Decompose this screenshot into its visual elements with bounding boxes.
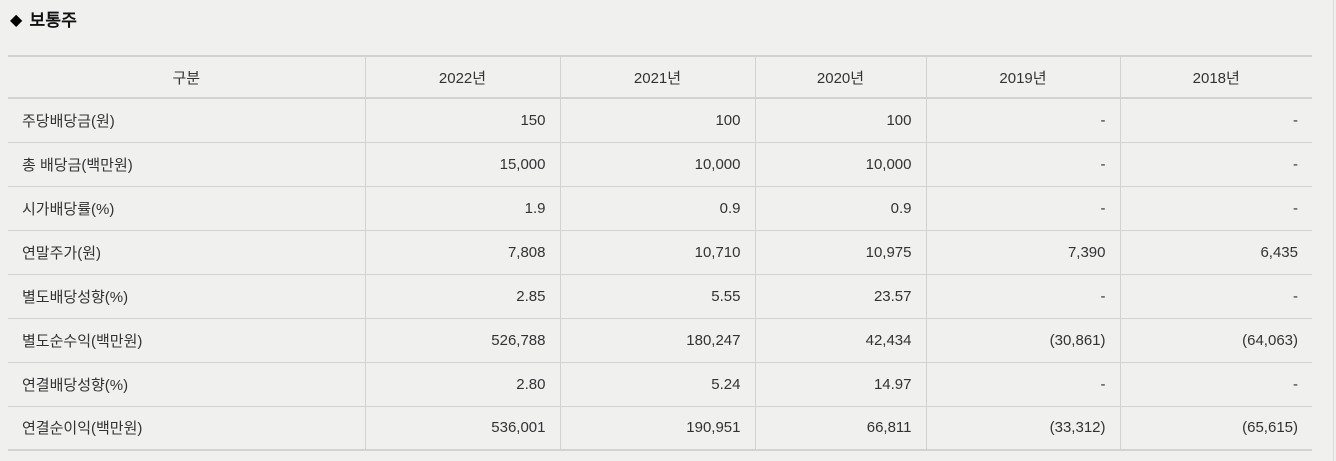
table-cell: - [925, 98, 1120, 142]
table-cell: 536,001 [364, 405, 560, 450]
table-cell: 5.24 [559, 361, 755, 406]
table-cell: 0.9 [559, 185, 755, 230]
table-row: 별도순수익(백만원) 526,788 180,247 42,434 (30,86… [8, 317, 1312, 362]
table-cell: - [1119, 141, 1312, 186]
table-row: 연말주가(원) 7,808 10,710 10,975 7,390 6,435 [8, 229, 1312, 274]
table-cell: - [1119, 361, 1312, 406]
table-cell: 190,951 [559, 405, 755, 450]
table-cell: 10,000 [559, 141, 755, 186]
table-cell: - [1119, 185, 1312, 230]
column-header-2021: 2021년 [559, 56, 755, 99]
column-header-2022: 2022년 [364, 56, 560, 99]
table-cell: - [1119, 273, 1312, 318]
column-header-2018: 2018년 [1119, 56, 1312, 99]
table-row: 주당배당금(원) 150 100 100 - - [8, 98, 1312, 142]
table-cell: 66,811 [754, 405, 926, 450]
table-cell: 2.80 [364, 361, 560, 406]
row-label: 별도순수익(백만원) [8, 317, 365, 362]
table-cell: 526,788 [364, 317, 560, 362]
row-label: 연결순이익(백만원) [8, 405, 365, 450]
row-label: 연말주가(원) [8, 229, 365, 274]
table-cell: 150 [364, 98, 560, 142]
row-label: 별도배당성향(%) [8, 273, 365, 318]
column-header-2019: 2019년 [925, 56, 1120, 99]
table-row: 별도배당성향(%) 2.85 5.55 23.57 - - [8, 273, 1312, 318]
row-label: 연결배당성향(%) [8, 361, 365, 406]
row-label: 총 배당금(백만원) [8, 141, 365, 186]
table-row: 총 배당금(백만원) 15,000 10,000 10,000 - - [8, 141, 1312, 186]
row-label: 시가배당률(%) [8, 185, 365, 230]
table-row: 시가배당률(%) 1.9 0.9 0.9 - - [8, 185, 1312, 230]
table-cell: 6,435 [1119, 229, 1312, 274]
table-cell: - [1119, 98, 1312, 142]
table-cell: (64,063) [1119, 317, 1312, 362]
header-row: 구분 2022년 2021년 2020년 2019년 2018년 [8, 56, 1312, 99]
table-cell: 7,808 [364, 229, 560, 274]
table-cell: - [925, 185, 1120, 230]
table-cell: (65,615) [1119, 405, 1312, 450]
table-cell: 7,390 [925, 229, 1120, 274]
section-title-text: 보통주 [29, 11, 78, 30]
table-cell: 0.9 [754, 185, 926, 230]
column-header-2020: 2020년 [754, 56, 926, 99]
table-cell: 42,434 [754, 317, 926, 362]
table-cell: 1.9 [364, 185, 560, 230]
table-cell: 5.55 [559, 273, 755, 318]
table-cell: 10,000 [754, 141, 926, 186]
table-cell: 15,000 [364, 141, 560, 186]
diamond-bullet-icon: ◆ [10, 12, 23, 29]
section-title: ◆ 보통주 [0, 0, 1336, 31]
table-cell: 10,710 [559, 229, 755, 274]
dividend-table: 구분 2022년 2021년 2020년 2019년 2018년 주당배당금(원… [8, 55, 1312, 451]
table-cell: 100 [754, 98, 926, 142]
table-cell: (30,861) [925, 317, 1120, 362]
table-cell: - [925, 141, 1120, 186]
table-cell: - [925, 273, 1120, 318]
table-cell: 180,247 [559, 317, 755, 362]
table-cell: 2.85 [364, 273, 560, 318]
table-cell: 100 [559, 98, 755, 142]
column-header-category: 구분 [8, 56, 365, 99]
table-cell: 23.57 [754, 273, 926, 318]
row-label: 주당배당금(원) [22, 112, 115, 130]
table-cell: 14.97 [754, 361, 926, 406]
table-row: 연결배당성향(%) 2.80 5.24 14.97 - - [8, 361, 1312, 406]
content-edge-divider [1333, 0, 1334, 461]
table-row: 연결순이익(백만원) 536,001 190,951 66,811 (33,31… [8, 405, 1312, 450]
table-cell: (33,312) [925, 405, 1120, 450]
table-cell: 10,975 [754, 229, 926, 274]
table-cell: - [925, 361, 1120, 406]
